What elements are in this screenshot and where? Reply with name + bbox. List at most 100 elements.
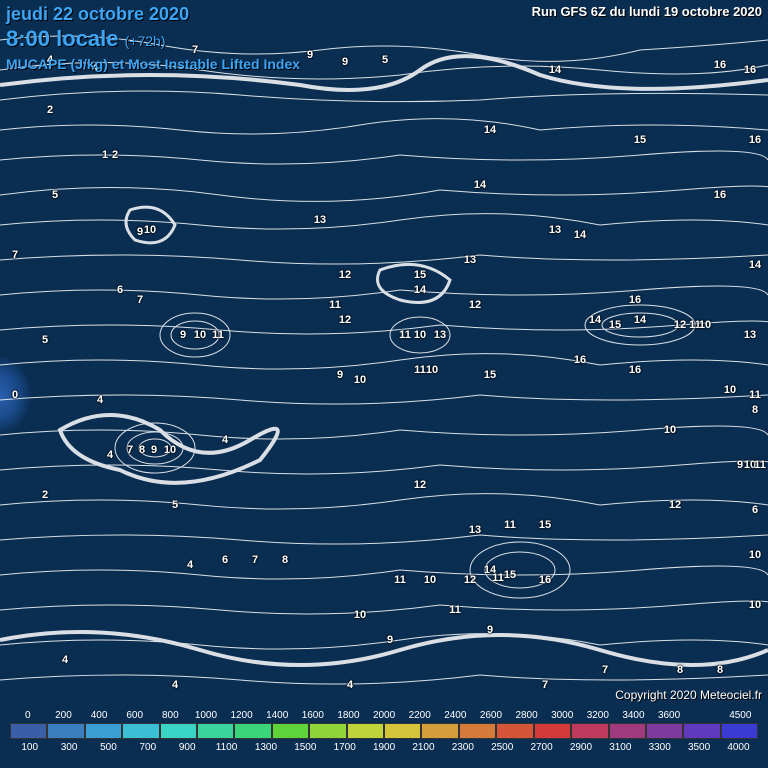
legend-swatch [421, 723, 458, 739]
contour-value: 12 [464, 574, 476, 586]
contour-value: 10 [144, 224, 156, 236]
contour-value: 4 [107, 449, 113, 461]
contour-value: 10 [414, 329, 426, 341]
contour-value: 9 [337, 369, 343, 381]
legend-swatch [272, 723, 309, 739]
contour-value: 10 [424, 574, 436, 586]
contour-value: 16 [574, 354, 586, 366]
legend-swatches [10, 722, 758, 740]
contour-value: 4 [347, 679, 353, 691]
legend-label: 300 [49, 742, 88, 753]
contour-value: 12 [469, 299, 481, 311]
contour-value: 12 [339, 314, 351, 326]
legend-bottom-row: 1003005007009001100130015001700190021002… [10, 740, 758, 754]
contour-value: 11 [754, 459, 766, 471]
contour-value: 8 [677, 664, 683, 676]
legend-label: 2900 [561, 742, 600, 753]
legend-swatch [309, 723, 346, 739]
legend-swatch [459, 723, 496, 739]
contour-value: 11 [414, 364, 426, 376]
contour-value: 5 [382, 54, 388, 66]
contour-value: 6 [222, 554, 228, 566]
map-canvas: jeudi 22 octobre 2020 8:00 locale (+72h)… [0, 0, 768, 705]
contour-value: 4 [97, 394, 103, 406]
legend-swatch [47, 723, 84, 739]
legend-swatch [197, 723, 234, 739]
legend-label: 1300 [246, 742, 285, 753]
forecast-date: jeudi 22 octobre 2020 [6, 4, 189, 25]
legend-swatch [571, 723, 608, 739]
contour-value: 13 [434, 329, 446, 341]
contour-value: 9 [342, 56, 348, 68]
contour-value: 4 [222, 434, 228, 446]
legend-label: 3500 [679, 742, 718, 753]
contour-value: 0 [12, 389, 18, 401]
contour-value: 8 [282, 554, 288, 566]
legend-swatch [10, 723, 47, 739]
legend-swatch [534, 723, 571, 739]
contour-value: 14 [749, 259, 761, 271]
variable-name: MUCAPE (J/kg) et Most Instable Lifted In… [6, 56, 300, 72]
contour-value: 5 [42, 334, 48, 346]
contour-value: 11 [504, 519, 516, 531]
contour-value: 14 [414, 284, 426, 296]
legend-label: 100 [10, 742, 49, 753]
contour-value: 9 [307, 49, 313, 61]
legend-label: 1000 [188, 710, 224, 721]
legend-label: 1200 [224, 710, 260, 721]
legend-label: 4500 [723, 710, 759, 721]
contour-value: 15 [414, 269, 426, 281]
contour-value: 14 [589, 314, 601, 326]
contour-value: 14 [574, 229, 586, 241]
legend-swatch [160, 723, 197, 739]
contour-value: 9 [137, 226, 143, 238]
contour-value: 4 [62, 654, 68, 666]
contour-value: 10 [354, 374, 366, 386]
contour-value: 7 [127, 444, 133, 456]
legend-label: 0 [10, 710, 46, 721]
legend-label: 400 [81, 710, 117, 721]
contour-lines [0, 0, 768, 705]
legend-label: 3400 [616, 710, 652, 721]
contour-value: 7 [12, 249, 18, 261]
copyright-text: Copyright 2020 Meteociel.fr [615, 688, 762, 702]
contour-value: 12 [339, 269, 351, 281]
legend-label: 2800 [509, 710, 545, 721]
legend-swatch [721, 723, 758, 739]
legend-label: 1500 [286, 742, 325, 753]
legend-label: 500 [89, 742, 128, 753]
contour-value: 11 [399, 329, 411, 341]
contour-value: 9 [487, 624, 493, 636]
legend-swatch [85, 723, 122, 739]
contour-value: 13 [469, 524, 481, 536]
legend-label: 1700 [325, 742, 364, 753]
legend-label: 2700 [522, 742, 561, 753]
contour-value: 13 [314, 214, 326, 226]
legend-label: 900 [168, 742, 207, 753]
contour-value: 10 [164, 444, 176, 456]
legend-label: 2400 [438, 710, 474, 721]
legend-label: 2500 [483, 742, 522, 753]
legend-label: 3300 [640, 742, 679, 753]
legend-swatch [122, 723, 159, 739]
contour-value: 15 [504, 569, 516, 581]
legend-label: 600 [117, 710, 153, 721]
contour-value: 11 [329, 299, 341, 311]
contour-value: 2 [42, 489, 48, 501]
legend-label: 1900 [364, 742, 403, 753]
contour-value: 6 [117, 284, 123, 296]
legend-label: 3100 [601, 742, 640, 753]
contour-value: 9 [737, 459, 743, 471]
contour-value: 16 [714, 189, 726, 201]
contour-value: 11 [492, 572, 504, 584]
legend-label: 700 [128, 742, 167, 753]
contour-value: 16 [714, 59, 726, 71]
contour-value: 14 [484, 124, 496, 136]
time-value: 8:00 locale [6, 26, 119, 51]
contour-value: 11 [394, 574, 406, 586]
color-legend: 0200400600800100012001400160018002000220… [0, 705, 768, 768]
contour-value: 10 [699, 319, 711, 331]
contour-value: 16 [629, 364, 641, 376]
contour-value: 5 [172, 499, 178, 511]
legend-swatch [234, 723, 271, 739]
